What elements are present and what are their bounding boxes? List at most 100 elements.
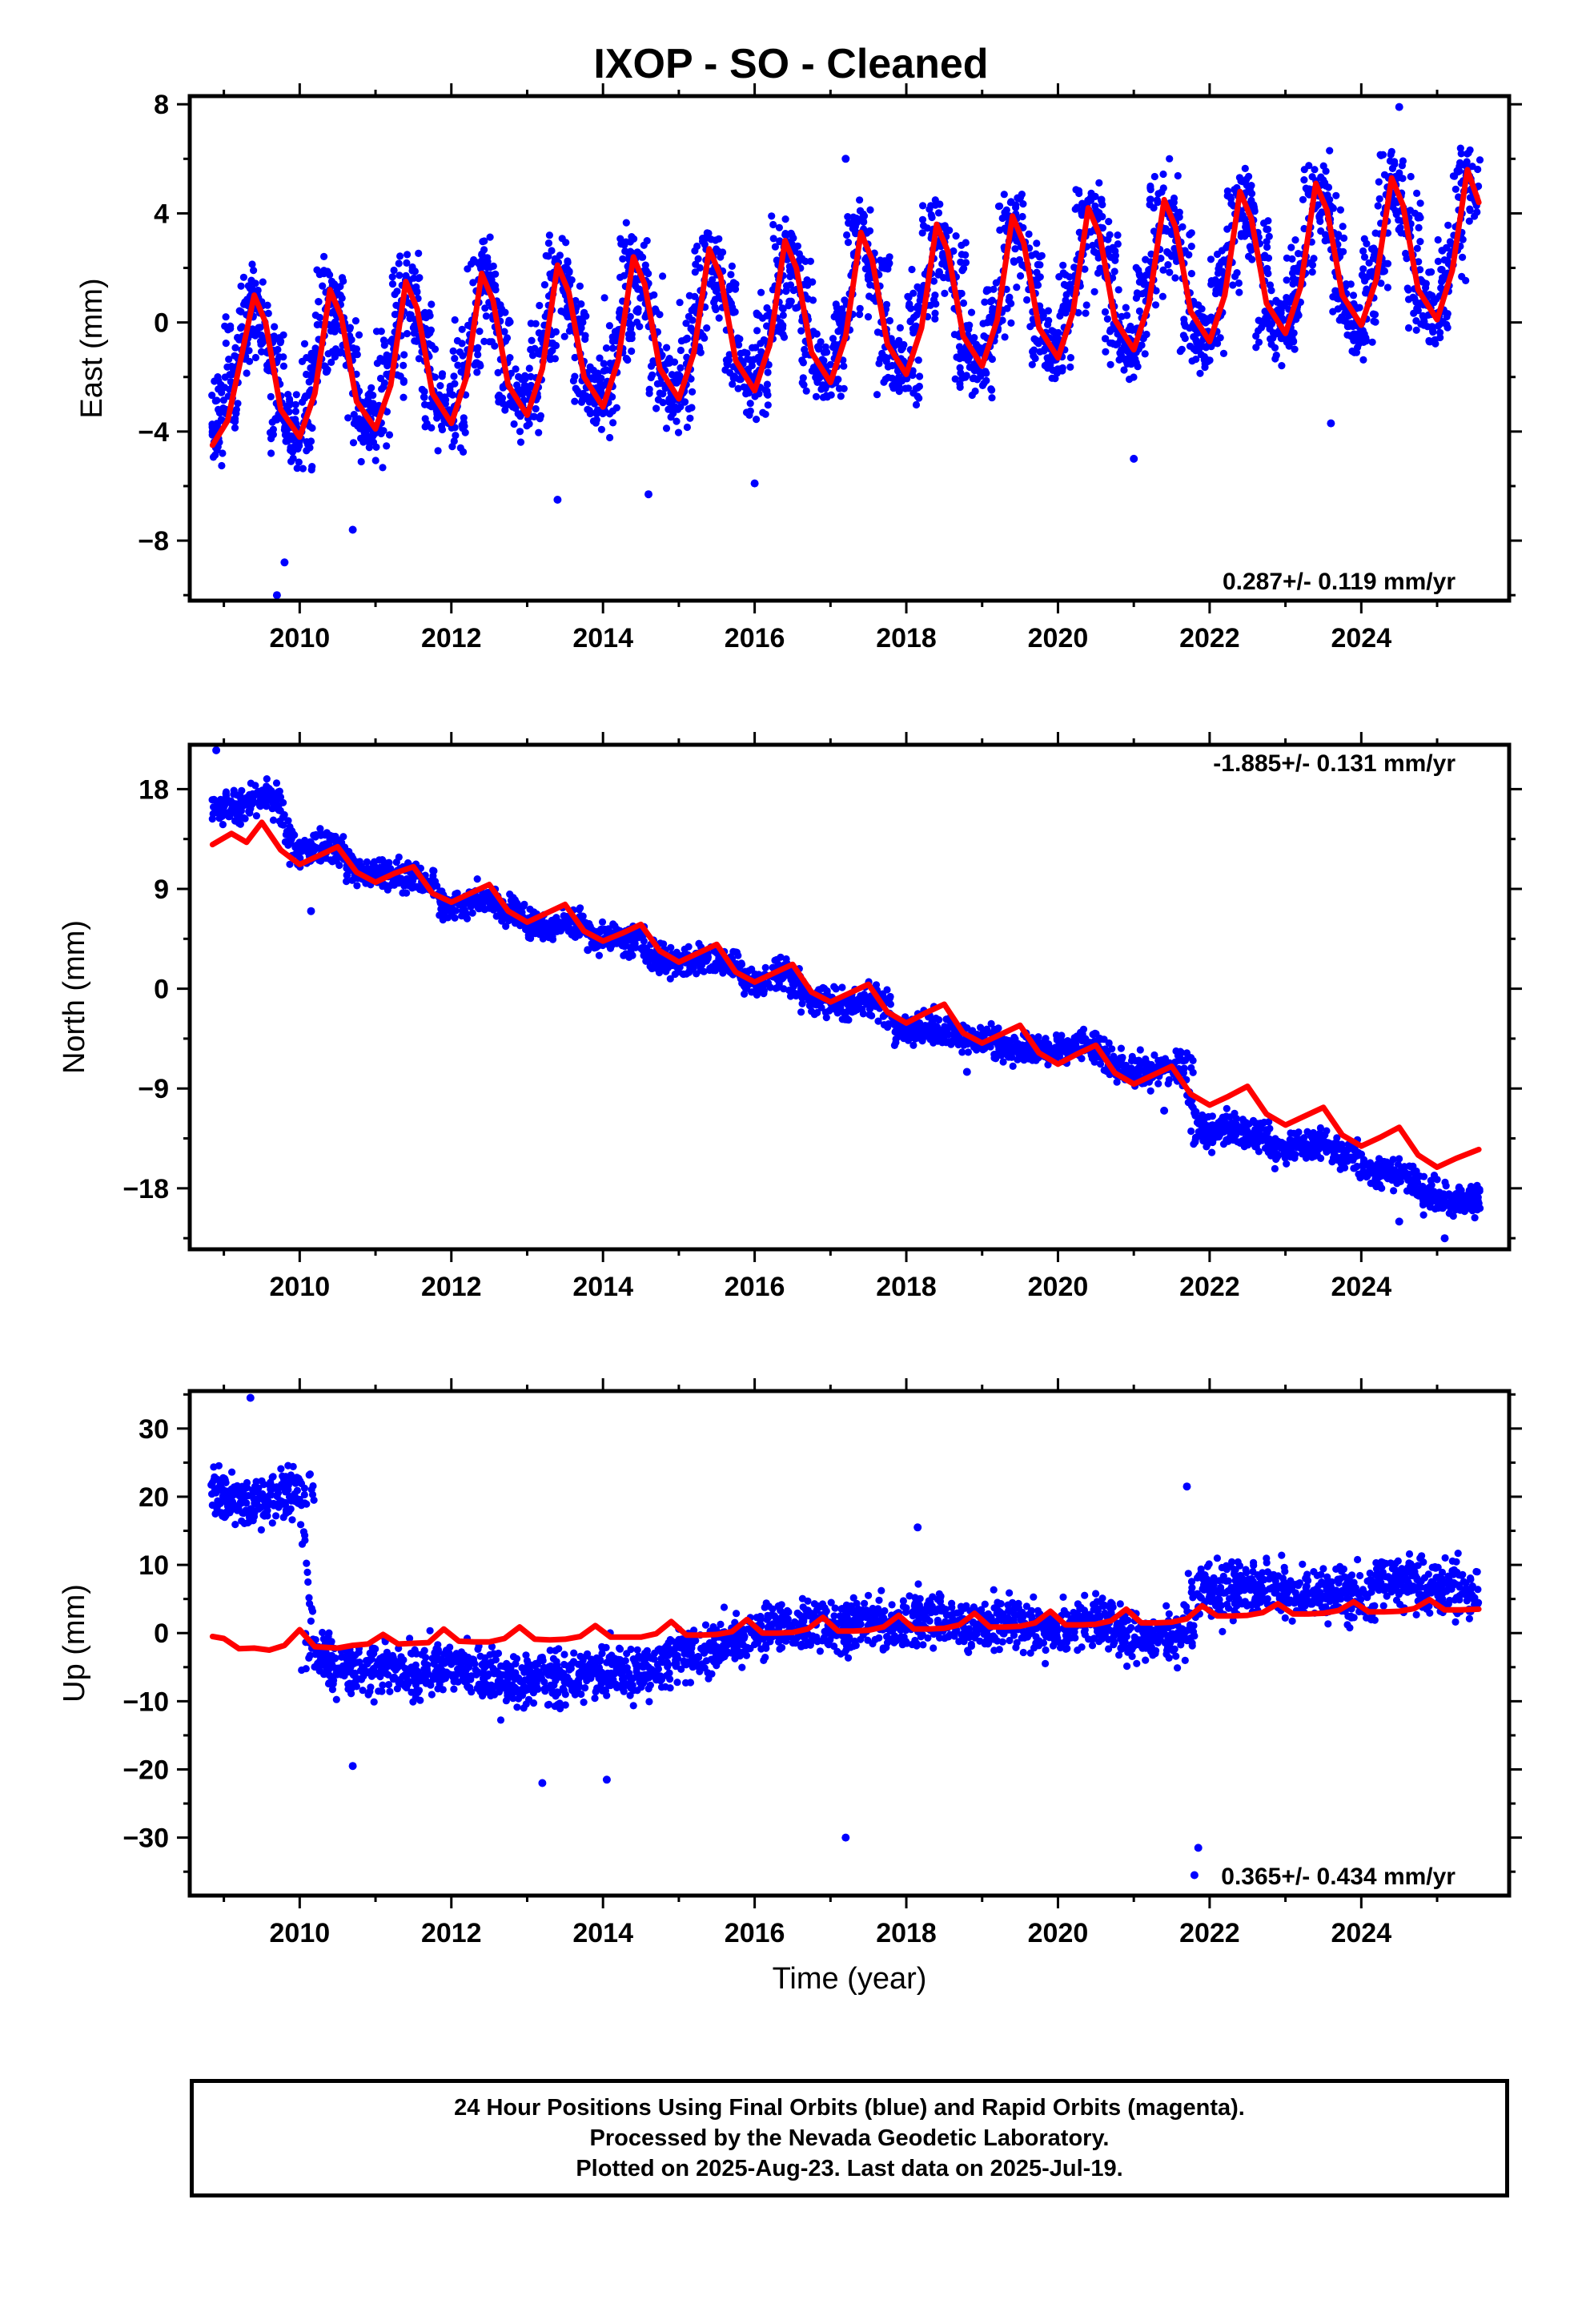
- outlier-point: [1130, 454, 1138, 463]
- data-point: [1235, 288, 1243, 296]
- data-point: [536, 301, 544, 310]
- data-point: [1310, 255, 1318, 263]
- data-point: [449, 347, 457, 355]
- data-point: [797, 327, 805, 335]
- data-point: [1090, 287, 1098, 296]
- data-point: [838, 305, 846, 313]
- data-point: [388, 280, 397, 288]
- data-point: [710, 298, 718, 307]
- data-point: [769, 220, 777, 229]
- data-point: [837, 392, 845, 400]
- data-point: [1013, 283, 1021, 292]
- data-point: [596, 354, 604, 362]
- data-point: [564, 257, 572, 265]
- data-point: [1359, 265, 1367, 273]
- data-point: [856, 196, 864, 204]
- data-point: [1426, 291, 1434, 299]
- data-point: [731, 285, 740, 293]
- data-point: [263, 775, 271, 783]
- data-point: [1444, 221, 1452, 229]
- outlier-point: [272, 591, 281, 600]
- data-point: [1322, 167, 1330, 175]
- data-point: [1166, 155, 1174, 163]
- data-point: [1308, 268, 1316, 276]
- data-point: [411, 267, 420, 275]
- data-point: [1030, 346, 1038, 354]
- data-point: [864, 313, 873, 321]
- data-point: [1339, 223, 1347, 231]
- data-point: [1248, 190, 1256, 198]
- data-point: [1154, 1080, 1162, 1088]
- data-point: [357, 457, 365, 466]
- data-point: [600, 367, 608, 375]
- data-point: [866, 206, 874, 214]
- data-point: [876, 256, 885, 264]
- data-point: [860, 212, 869, 220]
- data-point: [692, 260, 700, 268]
- data-point: [343, 871, 351, 879]
- data-point: [448, 424, 456, 432]
- data-point: [338, 294, 346, 302]
- data-point: [239, 273, 247, 281]
- data-point: [1457, 150, 1465, 158]
- data-point: [885, 316, 893, 325]
- data-point: [218, 461, 226, 470]
- data-point: [271, 415, 279, 423]
- data-point: [586, 363, 594, 371]
- data-point: [628, 347, 636, 356]
- data-point: [349, 344, 357, 352]
- east-panel: 2010 2012 2014 2016 2018 2020 2022 2024−8−4048 …: [75, 83, 1522, 653]
- data-point: [776, 238, 784, 246]
- data-point: [438, 425, 447, 434]
- data-point: [958, 1048, 966, 1056]
- data-point: [428, 300, 436, 308]
- data-point: [1105, 218, 1113, 226]
- data-point: [926, 301, 934, 309]
- data-point: [1187, 243, 1195, 251]
- data-point: [516, 428, 524, 436]
- data-point: [532, 404, 540, 413]
- data-point: [415, 355, 424, 363]
- data-point: [1175, 213, 1183, 221]
- data-point: [951, 375, 959, 383]
- data-point: [996, 226, 1004, 234]
- data-point: [312, 830, 320, 838]
- data-point: [409, 324, 417, 332]
- outlier-point: [1327, 419, 1335, 428]
- data-point: [659, 272, 667, 280]
- data-point: [557, 307, 565, 316]
- data-point: [1204, 357, 1212, 365]
- data-point: [291, 408, 299, 416]
- data-point: [1033, 239, 1041, 247]
- data-point: [1431, 336, 1439, 344]
- data-point: [525, 420, 533, 428]
- data-point: [284, 817, 292, 825]
- data-point: [778, 304, 786, 312]
- data-point: [1343, 331, 1351, 339]
- data-point: [764, 401, 772, 409]
- data-point: [977, 372, 985, 380]
- data-point: [988, 386, 996, 394]
- data-point: [1081, 265, 1089, 273]
- data-point: [593, 406, 602, 414]
- data-point: [450, 372, 458, 380]
- data-point: [1002, 206, 1010, 214]
- outlier-point: [1395, 103, 1403, 111]
- data-point: [238, 323, 246, 331]
- data-point: [1388, 164, 1396, 172]
- data-point: [363, 858, 371, 866]
- data-point: [1349, 292, 1358, 300]
- data-point: [978, 381, 986, 389]
- data-point: [1051, 375, 1059, 383]
- data-point: [620, 271, 628, 279]
- data-point: [551, 355, 560, 363]
- data-point: [311, 846, 319, 854]
- data-point: [476, 328, 484, 336]
- data-point: [1371, 318, 1379, 326]
- data-point: [367, 384, 375, 392]
- data-point: [1311, 166, 1319, 174]
- data-point: [491, 342, 499, 350]
- x-tick-label: 2024: [1331, 623, 1391, 653]
- data-point: [616, 306, 624, 314]
- data-point: [1412, 317, 1420, 325]
